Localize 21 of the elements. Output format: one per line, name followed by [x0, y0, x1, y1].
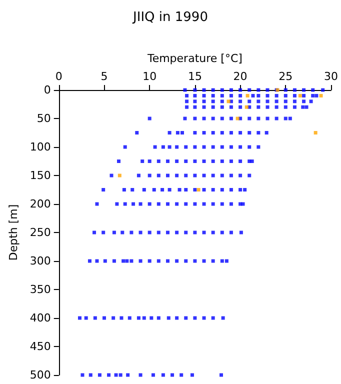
- y-tick-label: 350: [30, 283, 51, 296]
- x-tick-label: 20: [233, 70, 248, 83]
- y-tick-label: 250: [30, 226, 51, 239]
- chart-title: JIIQ in 1990: [132, 10, 208, 25]
- y-tick-label: 0: [44, 84, 51, 96]
- y-tick-label: 300: [30, 254, 51, 268]
- x-tick-label: 15: [188, 70, 202, 83]
- y-axis-title: Depth [m]: [7, 204, 20, 261]
- x-tick-label: 0: [55, 70, 62, 83]
- y-tick-label: 450: [30, 340, 51, 353]
- x-tick-label: 5: [100, 70, 108, 83]
- x-axis-title: Temperature [°C]: [146, 52, 242, 65]
- y-tick-label: 100: [30, 140, 51, 154]
- x-tick-label: 25: [278, 70, 293, 83]
- x-tick-label: 30: [324, 70, 338, 83]
- y-tick-label: 150: [30, 169, 51, 182]
- y-tick-label: 500: [30, 368, 51, 382]
- y-tick-label: 400: [30, 312, 51, 324]
- x-tick-label: 10: [142, 70, 157, 83]
- y-tick-label: 200: [30, 198, 51, 210]
- y-tick-label: 50: [36, 112, 51, 125]
